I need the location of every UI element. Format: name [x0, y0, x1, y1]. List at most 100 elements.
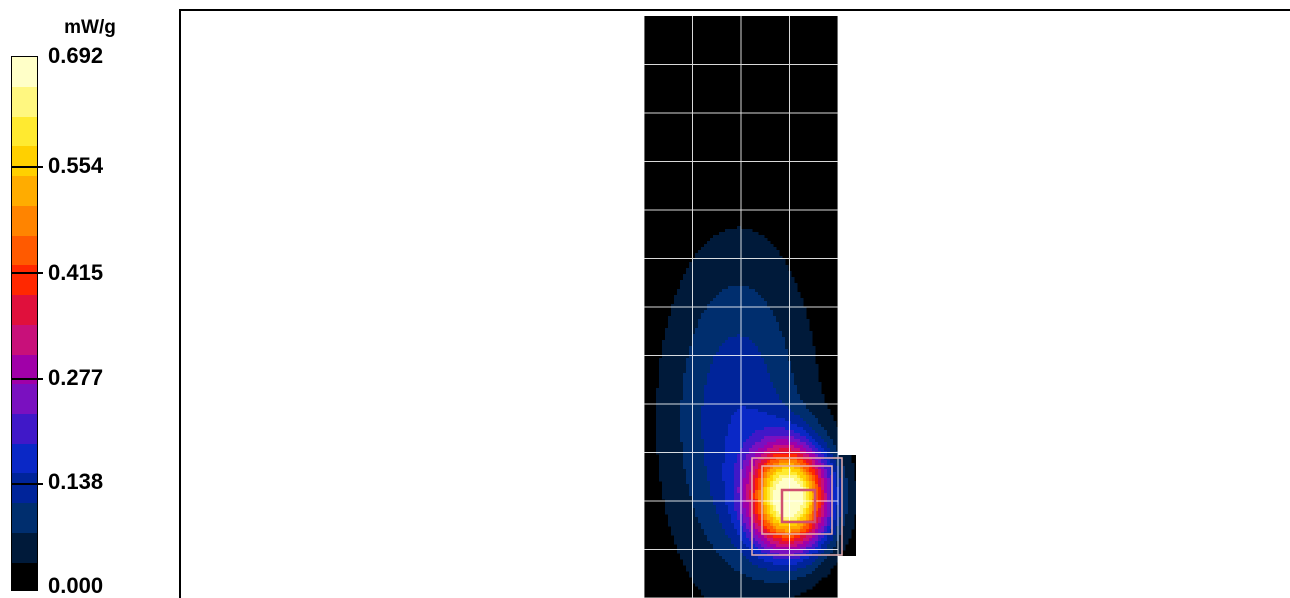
heatmap-cell	[764, 379, 768, 383]
heatmap-cell	[695, 271, 699, 275]
heatmap-cell	[680, 292, 684, 296]
heatmap-cell	[716, 361, 720, 365]
heatmap-cell	[719, 412, 723, 416]
heatmap-cell	[803, 511, 807, 515]
heatmap-cell	[698, 487, 702, 491]
heatmap-cell	[689, 274, 693, 278]
heatmap-cell	[749, 373, 753, 377]
heatmap-cell	[737, 238, 741, 242]
heatmap-cell	[680, 424, 684, 428]
heatmap-cell	[710, 325, 714, 329]
heatmap-cell	[782, 397, 786, 401]
heatmap-cell	[689, 424, 693, 428]
heatmap-cell	[683, 292, 687, 296]
heatmap-cell	[749, 271, 753, 275]
heatmap-cell	[851, 496, 855, 500]
heatmap-cell	[821, 493, 825, 497]
heatmap-cell	[665, 367, 669, 371]
heatmap-cell	[734, 328, 738, 332]
heatmap-cell	[803, 346, 807, 350]
heatmap-cell	[740, 232, 744, 236]
heatmap-cell	[833, 484, 837, 488]
heatmap-cell	[812, 376, 816, 380]
heatmap-cell	[746, 463, 750, 467]
heatmap-cell	[806, 433, 810, 437]
heatmap-cell	[710, 481, 714, 485]
heatmap-cell	[695, 388, 699, 392]
heatmap-cell	[773, 376, 777, 380]
heatmap-cell	[728, 289, 732, 293]
heatmap-cell	[773, 502, 777, 506]
heatmap-cell	[722, 253, 726, 257]
heatmap-cell	[731, 349, 735, 353]
heatmap-cell	[776, 421, 780, 425]
heatmap-cell	[794, 283, 798, 287]
heatmap-cell	[827, 439, 831, 443]
heatmap-cell	[695, 505, 699, 509]
heatmap-cell	[734, 508, 738, 512]
heatmap-cell	[776, 424, 780, 428]
heatmap-cell	[686, 379, 690, 383]
heatmap-cell	[737, 271, 741, 275]
heatmap-cell	[692, 439, 696, 443]
heatmap-cell	[785, 394, 789, 398]
heatmap-cell	[812, 466, 816, 470]
heatmap-cell	[785, 511, 789, 515]
heatmap-cell	[809, 460, 813, 464]
heatmap-cell	[716, 421, 720, 425]
heatmap-cell	[677, 517, 681, 521]
heatmap-cell	[740, 286, 744, 290]
heatmap-cell	[818, 481, 822, 485]
heatmap-cell	[668, 514, 672, 518]
heatmap-cell	[737, 322, 741, 326]
heatmap-cell	[701, 427, 705, 431]
heatmap-cell	[767, 403, 771, 407]
heatmap-cell	[752, 472, 756, 476]
heatmap-cell	[791, 280, 795, 284]
heatmap-cell	[671, 520, 675, 524]
heatmap-cell	[764, 388, 768, 392]
heatmap-cell	[749, 238, 753, 242]
heatmap-cell	[740, 430, 744, 434]
heatmap-cell	[707, 439, 711, 443]
heatmap-cell	[674, 523, 678, 527]
heatmap-cell	[683, 301, 687, 305]
heatmap-cell	[752, 358, 756, 362]
heatmap-cell	[842, 454, 846, 458]
heatmap-cell	[806, 496, 810, 500]
heatmap-cell	[752, 355, 756, 359]
heatmap-cell	[722, 235, 726, 239]
heatmap-cell	[728, 256, 732, 260]
heatmap-cell	[746, 268, 750, 272]
heatmap-cell	[806, 463, 810, 467]
heatmap-cell	[746, 367, 750, 371]
heatmap-cell	[755, 328, 759, 332]
heatmap-cell	[725, 424, 729, 428]
heatmap-cell	[791, 496, 795, 500]
heatmap-cell	[683, 502, 687, 506]
heatmap-cell	[701, 322, 705, 326]
heatmap-cell	[764, 343, 768, 347]
heatmap-cell	[701, 388, 705, 392]
heatmap-cell	[671, 442, 675, 446]
heatmap-cell	[728, 247, 732, 251]
heatmap-cell	[716, 271, 720, 275]
heatmap-cell	[746, 265, 750, 269]
heatmap-cell	[662, 343, 666, 347]
heatmap-cell	[797, 409, 801, 413]
heatmap-cell	[716, 490, 720, 494]
heatmap-cell	[752, 475, 756, 479]
heatmap-cell	[776, 292, 780, 296]
heatmap-cell	[719, 289, 723, 293]
heatmap-cell	[668, 328, 672, 332]
heatmap-cell	[737, 469, 741, 473]
heatmap-cell	[743, 259, 747, 263]
heatmap-cell	[749, 421, 753, 425]
heatmap-cell	[680, 343, 684, 347]
heatmap-cell	[794, 295, 798, 299]
heatmap-cell	[716, 310, 720, 314]
heatmap-cell	[791, 472, 795, 476]
heatmap-cell	[842, 445, 846, 449]
heatmap-cell	[797, 379, 801, 383]
heatmap-cell	[821, 460, 825, 464]
